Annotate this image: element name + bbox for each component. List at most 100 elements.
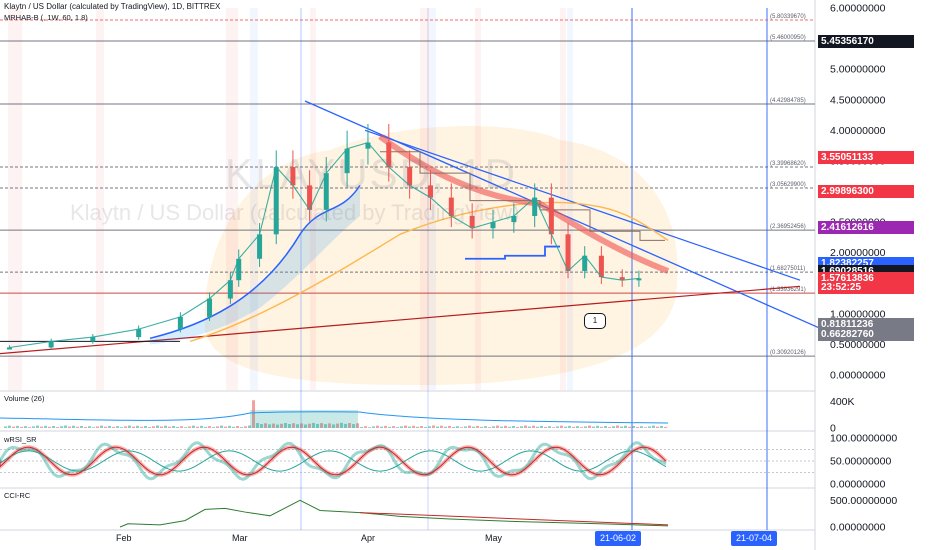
volume-bar xyxy=(240,427,243,428)
volume-bar xyxy=(124,426,127,428)
volume-bar xyxy=(76,426,79,428)
volume-bar xyxy=(500,426,503,428)
session-shade xyxy=(8,8,22,390)
volume-bar xyxy=(596,425,599,428)
volume-bar xyxy=(80,425,83,428)
volume-bar xyxy=(332,424,335,428)
volume-bar xyxy=(56,427,59,428)
candle-body xyxy=(236,258,242,281)
volume-bar xyxy=(488,427,491,428)
volume-bar xyxy=(32,426,35,428)
volume-bar xyxy=(292,423,295,428)
volume-y-tick: 0 xyxy=(830,423,836,435)
candle-body xyxy=(598,255,604,278)
volume-bar xyxy=(640,426,643,428)
volume-bar xyxy=(400,426,403,428)
volume-bar xyxy=(544,426,547,428)
volume-bar xyxy=(428,426,431,428)
candle-body xyxy=(511,215,517,223)
volume-bar xyxy=(388,426,391,428)
volume-bar xyxy=(28,427,31,428)
volume-bar xyxy=(452,426,455,428)
price-label-badge: 3.55051133 xyxy=(818,151,914,165)
x-date-badge-1[interactable]: 21-06-02 xyxy=(595,531,642,546)
volume-bar xyxy=(172,425,175,428)
volume-bar xyxy=(184,427,187,428)
volume-bar xyxy=(644,427,647,428)
volume-bar xyxy=(588,425,591,428)
volume-bar xyxy=(324,424,327,428)
volume-bar xyxy=(380,426,383,428)
candle-body xyxy=(290,167,296,186)
volume-bar xyxy=(24,426,27,428)
candle-body xyxy=(365,142,371,149)
level-label: (0.30920126) xyxy=(770,350,806,356)
volume-bar xyxy=(480,426,483,428)
volume-bar xyxy=(128,425,131,428)
volume-bar xyxy=(356,423,359,428)
volume-bar xyxy=(444,426,447,428)
volume-bar xyxy=(484,426,487,428)
volume-bar xyxy=(352,424,355,428)
session-shade xyxy=(420,8,430,390)
volume-bar xyxy=(564,426,567,428)
volume-bar xyxy=(288,424,291,428)
volume-y-tick: 400K xyxy=(830,396,855,408)
volume-bar xyxy=(108,425,111,428)
y-tick-label: 0.50000000 xyxy=(830,339,886,351)
volume-bar xyxy=(512,426,515,428)
volume-bar xyxy=(396,427,399,428)
cci-pane-title: CCI-RC xyxy=(4,491,31,500)
volume-bar xyxy=(112,426,115,428)
candle-body xyxy=(344,148,350,174)
volume-bar xyxy=(476,425,479,428)
volume-bar xyxy=(52,426,55,428)
volume-bar xyxy=(528,426,531,428)
indicator-label: MRHAB-B (, 1W, 60, 1.8) xyxy=(4,13,88,22)
candle-body xyxy=(532,197,538,216)
volume-bar xyxy=(276,424,279,428)
wrsi-line xyxy=(0,450,667,472)
price-close-line xyxy=(9,141,639,349)
x-tick-apr: Apr xyxy=(361,533,376,543)
volume-bar xyxy=(508,426,511,428)
annotation-marker[interactable]: 1 xyxy=(584,313,606,329)
price-label-badge: 5.45356170 xyxy=(818,34,914,48)
volume-bar xyxy=(580,427,583,428)
y-tick-label: 4.00000000 xyxy=(830,125,886,137)
volume-bar xyxy=(244,426,247,428)
y-tick-label: 1.00000000 xyxy=(830,308,886,320)
volume-bar xyxy=(556,426,559,428)
volume-bar xyxy=(44,425,47,428)
volume-bar xyxy=(200,425,203,428)
candle-body xyxy=(257,234,263,259)
volume-bar xyxy=(260,424,263,428)
volume-bar xyxy=(424,427,427,428)
volume-bar xyxy=(504,425,507,428)
candle-body xyxy=(469,215,475,229)
candle-body xyxy=(448,197,454,216)
volume-bar xyxy=(628,426,631,428)
volume-bar xyxy=(228,425,231,428)
volume-bar xyxy=(220,425,223,428)
volume-bar xyxy=(616,425,619,428)
volume-bar xyxy=(492,426,495,428)
candle-body xyxy=(548,197,554,235)
candle-body xyxy=(490,222,496,229)
level-label: (1.33936291) xyxy=(770,287,806,293)
volume-bar xyxy=(216,426,219,428)
volume-bar xyxy=(548,426,551,428)
volume-bar xyxy=(164,425,167,428)
x-date-badge-2[interactable]: 21-07-04 xyxy=(731,531,778,546)
price-label-badge: 0.66282760 xyxy=(818,327,914,341)
candle-body xyxy=(6,347,12,350)
y-tick-label: 4.50000000 xyxy=(830,94,886,106)
volume-bar xyxy=(88,426,91,428)
level-label: (4.42984785) xyxy=(770,98,806,104)
session-shade xyxy=(430,8,436,390)
volume-bar xyxy=(284,422,287,428)
volume-bar xyxy=(68,426,71,428)
cloud-band xyxy=(204,126,678,386)
volume-bar xyxy=(448,425,451,428)
